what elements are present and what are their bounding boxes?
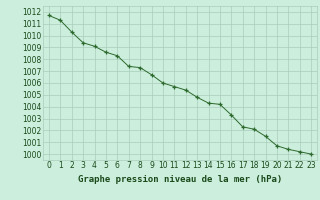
X-axis label: Graphe pression niveau de la mer (hPa): Graphe pression niveau de la mer (hPa)	[78, 175, 282, 184]
